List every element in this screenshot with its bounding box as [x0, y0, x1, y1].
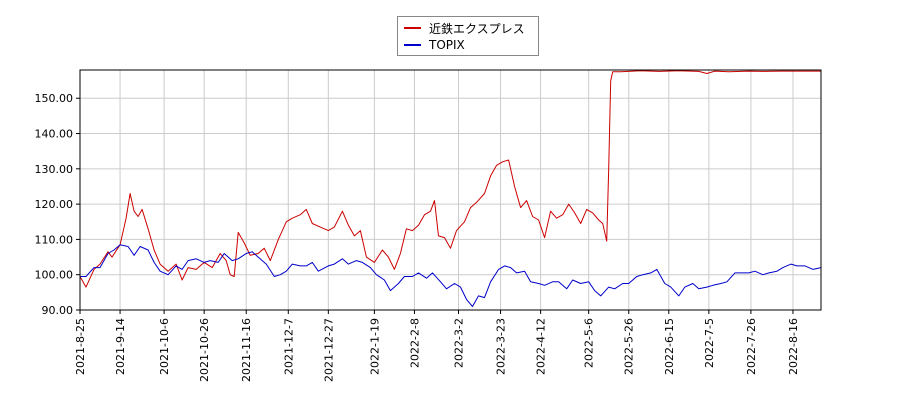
grid-lines	[79, 70, 821, 311]
x-tick-label: 2022-4-12	[535, 318, 548, 375]
y-tick-label: 130.00	[35, 163, 74, 176]
series-line-1	[79, 70, 821, 288]
x-axis: 2021-8-25 2021-9-14 2021-10-6 2021-10-26 202…	[74, 310, 800, 382]
legend-swatch-series-2	[404, 44, 421, 46]
x-tick-label: 2022-6-15	[663, 318, 676, 375]
legend-item-series-1: 近鉄エクスプレス	[404, 20, 525, 36]
x-tick-label: 2022-7-5	[703, 318, 716, 368]
x-tick-label: 2022-3-23	[495, 318, 508, 375]
x-tick-label: 2021-9-14	[114, 318, 127, 375]
y-tick-label: 140.00	[35, 128, 74, 141]
x-tick-label: 2022-5-26	[623, 318, 636, 375]
x-tick-label: 2022-7-26	[745, 318, 758, 375]
legend-label-series-1: 近鉄エクスプレス	[429, 21, 525, 36]
x-tick-label: 2022-8-16	[787, 318, 800, 375]
y-tick-label: 150.00	[35, 92, 74, 105]
plot-frame	[79, 69, 822, 311]
y-tick-label: 100.00	[35, 269, 74, 282]
x-tick-label: 2022-2-8	[408, 318, 421, 368]
x-tick-label: 2022-3-2	[453, 318, 466, 368]
y-tick-label: 90.00	[42, 304, 74, 317]
x-tick-label: 2021-12-7	[282, 318, 295, 375]
y-tick-label: 110.00	[35, 233, 74, 246]
x-tick-label: 2021-10-6	[158, 318, 171, 375]
legend-label-series-2: TOPIX	[429, 38, 465, 52]
x-tick-label: 2021-12-27	[322, 318, 335, 382]
series-line-2	[80, 244, 822, 307]
series-lines	[79, 70, 822, 307]
y-tick-label: 120.00	[35, 198, 74, 211]
legend-item-series-2: TOPIX	[404, 37, 465, 53]
x-tick-label: 2021-10-26	[198, 318, 211, 382]
x-tick-label: 2022-5-6	[583, 318, 596, 368]
legend: 近鉄エクスプレス TOPIX	[397, 16, 539, 56]
x-tick-label: 2021-8-25	[74, 318, 87, 375]
x-tick-label: 2021-11-16	[240, 318, 253, 382]
x-tick-label: 2022-1-19	[368, 318, 381, 375]
legend-swatch-series-1	[404, 27, 421, 29]
y-axis: 90.00 100.00 110.00 120.00 130.00 140.00 150.0…	[35, 92, 80, 317]
